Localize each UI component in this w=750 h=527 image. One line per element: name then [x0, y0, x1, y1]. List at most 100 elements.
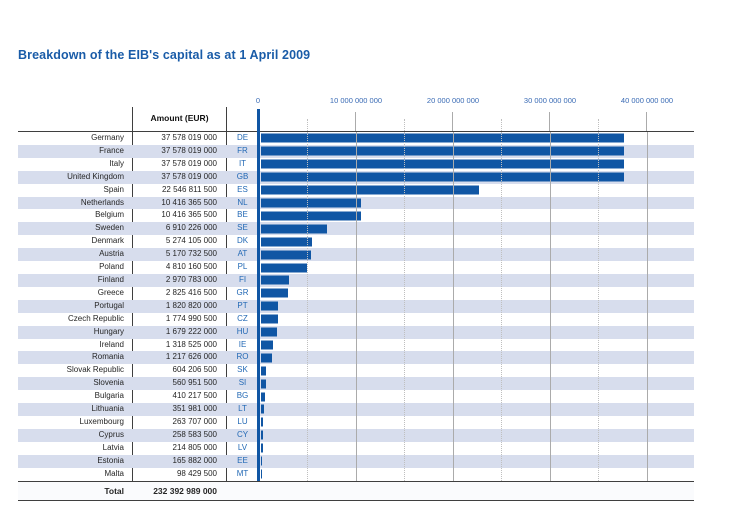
bar-cell: [259, 287, 694, 300]
table-bottom-rule: [18, 500, 694, 501]
bar-cell: [259, 197, 694, 210]
bar-cell: [259, 403, 694, 416]
table-row: Slovak Republic 604 206 500 SK: [18, 364, 694, 377]
table-row: Greece 2 825 416 500 GR: [18, 287, 694, 300]
capital-bar: [260, 198, 362, 208]
country-label: Austria: [99, 249, 124, 259]
capital-bar: [260, 353, 273, 363]
bar-cell: [259, 429, 694, 442]
bar-cell: [259, 326, 694, 339]
amount-column-header: Amount (EUR): [150, 113, 209, 123]
country-label: Belgium: [95, 210, 124, 220]
country-code: NL: [237, 197, 248, 207]
amount-value: 98 429 500: [176, 468, 217, 478]
minor-tick: [307, 119, 308, 131]
amount-value: 37 578 019 000: [161, 158, 217, 168]
capital-bar: [260, 237, 312, 247]
total-row: Total 232 392 989 000: [18, 482, 694, 500]
capital-bar: [260, 146, 624, 156]
capital-bar: [260, 301, 279, 311]
rows: Germany 37 578 019 000 DE France 37 578 019 …: [18, 132, 694, 480]
bar-cell: [259, 158, 694, 171]
capital-bar: [260, 159, 624, 169]
bar-cell: [259, 416, 694, 429]
amount-value: 5 170 732 500: [165, 249, 217, 259]
capital-bar: [260, 185, 479, 195]
bar-cell: [259, 222, 694, 235]
major-tick: [646, 112, 647, 131]
country-code: CY: [236, 429, 249, 439]
table-row: Romania 1 217 626 000 RO: [18, 351, 694, 365]
country-code: GR: [236, 287, 249, 297]
country-label: Slovak Republic: [66, 365, 124, 375]
amount-value: 1 679 222 000: [165, 326, 217, 336]
bar-cell: [259, 261, 694, 274]
country-label: Estonia: [97, 455, 124, 465]
country-label: Malta: [104, 468, 124, 478]
bar-cell: [259, 132, 694, 145]
country-label: Greece: [97, 287, 124, 297]
country-label: Hungary: [93, 326, 124, 336]
bar-cell: [259, 442, 694, 455]
country-label: Czech Republic: [67, 313, 124, 323]
x-axis-tick-label: 30 000 000 000: [523, 96, 577, 105]
table-row: Cyprus 258 583 500 CY: [18, 428, 694, 442]
country-code: BE: [237, 210, 248, 220]
table-row: Estonia 165 882 000 EE: [18, 454, 694, 468]
country-label: Luxembourg: [79, 416, 124, 426]
bar-cell: [259, 184, 694, 197]
total-code-cell: [226, 482, 259, 500]
major-tick: [355, 112, 356, 131]
minor-tick: [501, 119, 502, 131]
country-code: LV: [237, 442, 248, 452]
major-tick: [549, 112, 550, 131]
country-label: Italy: [109, 158, 124, 168]
country-code: EE: [237, 455, 248, 465]
amount-value: 2 825 416 500: [165, 287, 217, 297]
country-label: France: [99, 145, 124, 155]
capital-bar: [260, 250, 311, 260]
table-row: Belgium 10 416 365 500 BE: [18, 209, 694, 222]
amount-value: 1 318 525 000: [165, 339, 217, 349]
table-row: Spain 22 546 811 500 ES: [18, 184, 694, 197]
bar-cell: [259, 351, 694, 364]
bar-cell: [259, 300, 694, 313]
table-row: Denmark 5 274 105 000 DK: [18, 235, 694, 248]
capital-bar: [260, 314, 278, 324]
country-code: GB: [236, 171, 249, 181]
capital-bar: [260, 366, 267, 376]
country-code: BG: [236, 391, 249, 401]
total-top-rule: [18, 481, 694, 482]
country-label: United Kingdom: [67, 171, 124, 181]
capital-bar: [260, 456, 263, 466]
table-row: France 37 578 019 000 FR: [18, 144, 694, 158]
amount-value: 22 546 811 500: [161, 184, 217, 194]
bar-cell: [259, 313, 694, 326]
country-code: DE: [236, 133, 249, 142]
country-code: DK: [236, 236, 249, 246]
capital-bar: [260, 443, 263, 453]
country-code: AT: [237, 249, 248, 259]
country-label: Cyprus: [98, 429, 124, 439]
bar-cell: [259, 145, 694, 158]
country-label: Spain: [103, 184, 124, 194]
country-label: Denmark: [91, 236, 124, 246]
table-row: Finland 2 970 783 000 FI: [18, 273, 694, 287]
amount-value: 10 416 365 500: [161, 197, 217, 207]
country-label: Finland: [97, 274, 124, 284]
country-code: PT: [237, 300, 248, 310]
amount-value: 263 707 000: [172, 416, 218, 426]
country-label: Lithuania: [91, 404, 124, 414]
amount-value: 560 951 500: [172, 378, 218, 388]
amount-value: 165 882 000: [172, 455, 218, 465]
x-axis-tick-label: 40 000 000 000: [620, 96, 674, 105]
table-row: United Kingdom 37 578 019 000 GB: [18, 170, 694, 184]
bar-cell: [259, 390, 694, 403]
table-row: Luxembourg 263 707 000 LU: [18, 416, 694, 429]
capital-bar: [260, 275, 290, 285]
capital-bar: [260, 430, 263, 440]
amount-value: 37 578 019 000: [161, 133, 217, 142]
amount-value: 10 416 365 500: [161, 210, 217, 220]
table-row: Austria 5 170 732 500 AT: [18, 248, 694, 262]
country-code: FR: [237, 145, 248, 155]
